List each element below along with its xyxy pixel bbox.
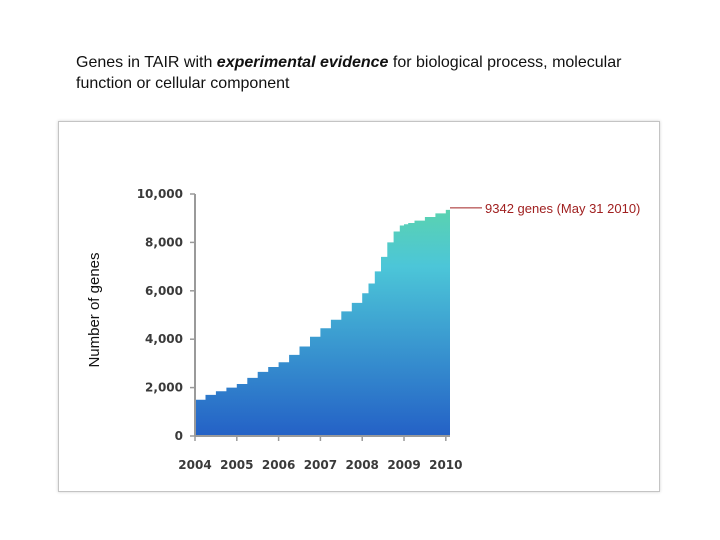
area-series bbox=[195, 209, 450, 436]
x-tick-label: 2005 bbox=[220, 458, 253, 472]
annotation-label: 9342 genes (May 31 2010) bbox=[485, 201, 641, 216]
x-tick-label: 2009 bbox=[387, 458, 420, 472]
x-tick-label: 2010 bbox=[429, 458, 462, 472]
title-prefix: Genes in TAIR with bbox=[76, 54, 217, 71]
slide-title: Genes in TAIR with experimental evidence… bbox=[76, 52, 676, 94]
title-suffix: for biological process, molecular functi… bbox=[76, 54, 622, 92]
x-tick-label: 2006 bbox=[262, 458, 295, 472]
x-tick-label: 2007 bbox=[304, 458, 337, 472]
y-tick-label: 10,000 bbox=[137, 187, 183, 201]
y-tick-label: 2,000 bbox=[145, 381, 183, 395]
y-tick-label: 4,000 bbox=[145, 332, 183, 346]
x-tick-label: 2004 bbox=[178, 458, 211, 472]
y-axis-label: Number of genes bbox=[86, 252, 103, 368]
y-tick-label: 6,000 bbox=[145, 284, 183, 298]
x-tick-label: 2008 bbox=[346, 458, 379, 472]
y-tick-label: 0 bbox=[175, 429, 183, 443]
y-tick-label: 8,000 bbox=[145, 235, 183, 249]
title-emphasis: experimental evidence bbox=[216, 54, 389, 71]
